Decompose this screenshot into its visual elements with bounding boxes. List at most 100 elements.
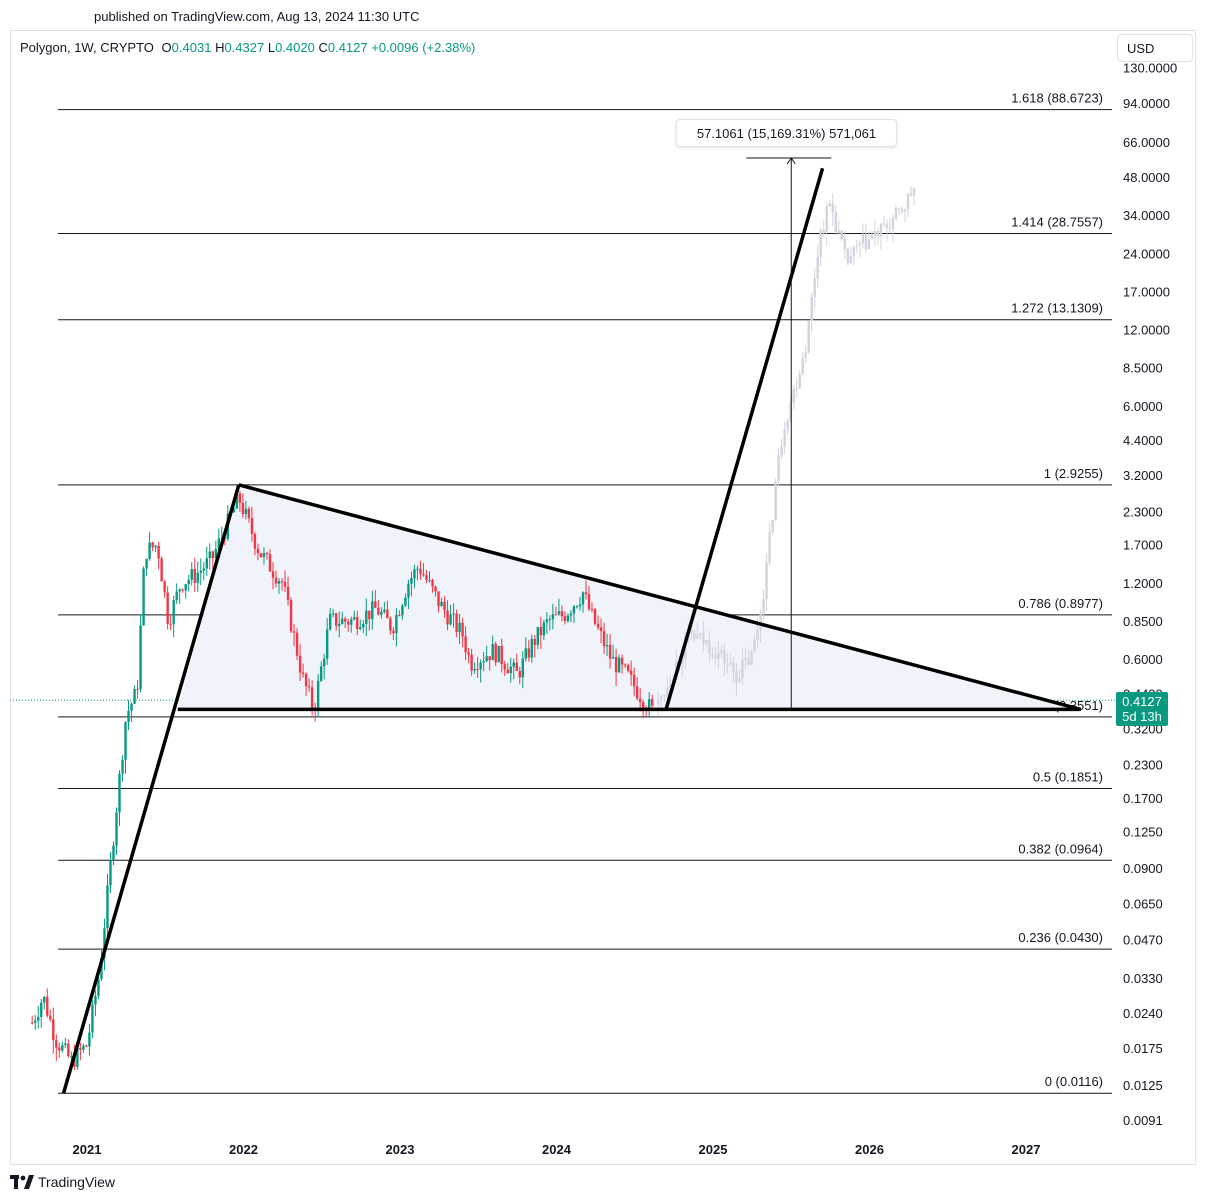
price-tick: 130.0000 <box>1123 60 1177 75</box>
price-tick: 0.0470 <box>1123 932 1163 947</box>
candle <box>632 674 636 687</box>
candle <box>482 661 485 663</box>
candle <box>163 581 166 593</box>
candle <box>461 622 464 637</box>
candle <box>488 656 491 661</box>
candle <box>61 1045 64 1051</box>
candle <box>491 643 494 661</box>
projection-candle <box>657 699 660 704</box>
price-tick: 24.0000 <box>1123 246 1170 261</box>
price-tick: 0.0091 <box>1123 1113 1163 1128</box>
candle <box>578 604 582 607</box>
candle <box>452 613 455 615</box>
trendlines <box>61 157 1082 1094</box>
candle <box>232 508 236 513</box>
candle <box>37 1016 40 1021</box>
candle <box>581 592 585 605</box>
candle <box>328 613 332 630</box>
fib-label: 1 (2.9255) <box>1044 466 1103 481</box>
candle <box>307 686 311 688</box>
candle <box>49 1015 52 1020</box>
candle <box>151 542 154 548</box>
candle <box>425 575 428 581</box>
candle <box>386 609 389 619</box>
candle <box>256 548 260 554</box>
high-value: 0.4327 <box>224 40 265 55</box>
fib-label: 0 (0.0116) <box>1045 1074 1103 1089</box>
candle <box>250 518 254 534</box>
candle <box>292 631 296 633</box>
candle <box>392 630 395 634</box>
candle <box>449 614 452 625</box>
symbol-name: Polygon, 1W, CRYPTO <box>20 40 154 55</box>
candle <box>365 610 368 624</box>
candle <box>428 580 431 582</box>
candle <box>259 553 263 558</box>
candle <box>545 619 549 623</box>
projection-candle <box>864 234 868 250</box>
projection-candle <box>699 632 702 636</box>
candle <box>602 631 606 647</box>
time-tick: 2027 <box>1012 1142 1041 1157</box>
projection-candle <box>834 212 837 233</box>
candle <box>193 569 196 583</box>
candle <box>31 1022 34 1024</box>
candle <box>277 581 281 584</box>
candle <box>506 669 509 674</box>
candle <box>331 613 335 615</box>
candle <box>145 558 148 569</box>
measure-label: 57.1061 (15,169.31%) 571,061 <box>676 119 897 147</box>
candle <box>106 885 109 929</box>
projection-candle <box>816 256 819 279</box>
candle <box>157 545 160 559</box>
breakout-projection-line <box>664 167 825 710</box>
candle <box>359 627 362 630</box>
projection-candle <box>879 223 883 237</box>
candle <box>641 702 645 710</box>
candle <box>638 698 642 703</box>
candle <box>395 614 398 634</box>
candle <box>334 613 338 627</box>
candle <box>148 542 151 559</box>
triangle-pattern <box>177 484 1081 710</box>
candle <box>566 615 570 622</box>
projection-candle <box>888 228 892 230</box>
candle <box>401 605 404 616</box>
candle <box>509 666 512 674</box>
currency-button[interactable]: USD <box>1117 34 1193 62</box>
candle <box>464 636 467 653</box>
price-tick: 6.0000 <box>1123 399 1163 414</box>
candle <box>629 670 633 675</box>
candle <box>127 710 130 723</box>
candle <box>590 609 594 611</box>
projection-candle <box>756 629 759 640</box>
close-value: 0.4127 <box>327 40 368 55</box>
projection-candle <box>717 652 720 659</box>
high-label: H <box>215 40 225 55</box>
candle <box>485 656 488 662</box>
last-price-tag: 0.4127 5d 13h <box>1116 692 1168 726</box>
price-tick: 66.0000 <box>1123 135 1170 150</box>
projection-candle <box>771 519 774 533</box>
time-tick: 2024 <box>542 1142 572 1157</box>
projection-candle <box>804 352 807 358</box>
projection-candle <box>792 388 795 403</box>
candle <box>635 686 639 699</box>
candle <box>154 545 157 548</box>
projection-candle <box>855 244 859 247</box>
projection-candle <box>912 188 916 196</box>
candle <box>389 618 392 631</box>
tradingview-logo[interactable]: TradingView <box>10 1174 115 1190</box>
projection-candle <box>774 480 777 520</box>
candle <box>322 658 326 667</box>
candle <box>647 699 651 711</box>
projection-candle <box>909 193 913 196</box>
candle <box>503 664 506 670</box>
candle <box>175 591 178 601</box>
candle <box>58 1047 61 1051</box>
projection-candle <box>867 238 871 250</box>
fib-label: 0.236 (0.0430) <box>1018 930 1103 945</box>
projection-candle <box>720 650 723 653</box>
projection-candle <box>891 218 895 229</box>
